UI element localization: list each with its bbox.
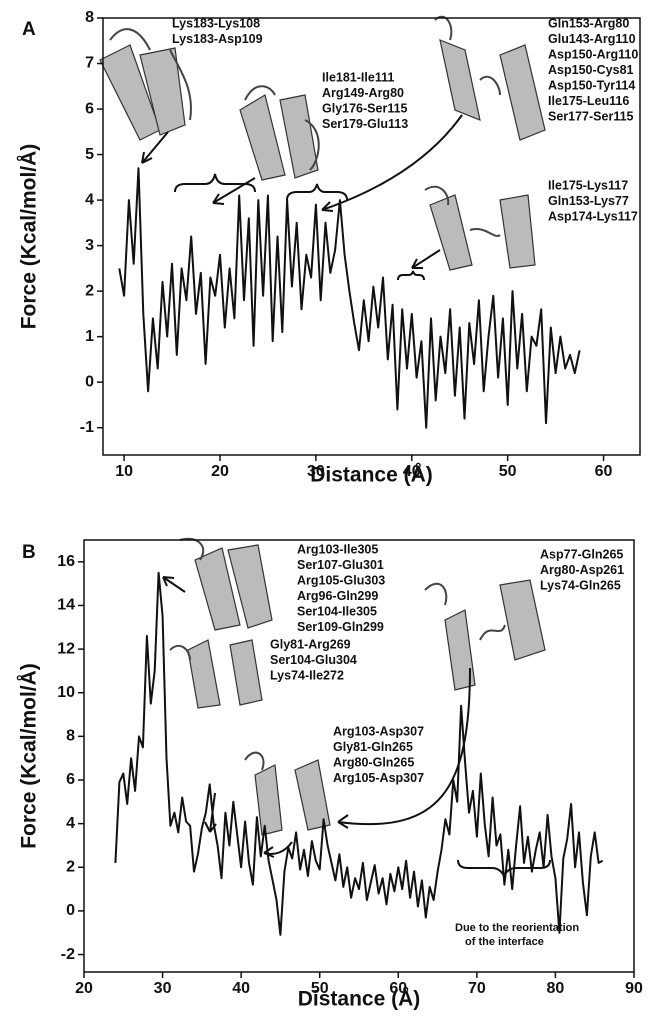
y-tick-label: 10 bbox=[57, 684, 75, 701]
interaction-label: Arg105-Glu303 bbox=[297, 573, 385, 587]
interaction-label: Ser104-Glu304 bbox=[270, 653, 357, 667]
interaction-label: Arg105-Asp307 bbox=[333, 771, 424, 785]
x-tick-label: 30 bbox=[307, 463, 325, 480]
interaction-label: Gln153-Lys77 bbox=[548, 194, 629, 208]
plot-frame bbox=[83, 539, 635, 973]
protein-structure bbox=[244, 751, 331, 836]
y-axis-title: Force (Kcal/mol/Å) bbox=[17, 663, 41, 849]
protein-structure bbox=[424, 185, 536, 271]
y-tick-label: 7 bbox=[85, 55, 94, 72]
interaction-label: Lys183-Asp109 bbox=[172, 32, 263, 46]
x-tick-label: 70 bbox=[468, 980, 486, 997]
x-tick-label: 10 bbox=[115, 463, 133, 480]
protein-structure bbox=[179, 537, 273, 631]
brace bbox=[397, 270, 425, 281]
x-tick-label: 20 bbox=[75, 980, 93, 997]
y-tick-label: 0 bbox=[85, 373, 94, 390]
y-tick-label: 6 bbox=[85, 100, 94, 117]
x-tick-label: 40 bbox=[232, 980, 250, 997]
y-tick-label: 14 bbox=[57, 597, 75, 614]
y-tick-label: 3 bbox=[85, 237, 94, 254]
x-tick-label: 80 bbox=[547, 980, 565, 997]
y-tick-label: 4 bbox=[66, 815, 75, 832]
protein-structure bbox=[434, 15, 546, 141]
y-tick-label: -1 bbox=[80, 419, 94, 436]
note: Due to the reorientation bbox=[455, 922, 579, 934]
interaction-label: Ile175-Leu116 bbox=[548, 94, 629, 108]
interaction-label: Gly81-Arg269 bbox=[270, 637, 351, 651]
x-axis-title: Distance (Å) bbox=[298, 987, 421, 1011]
interaction-label: Ser109-Gln299 bbox=[297, 620, 384, 634]
x-tick-label: 60 bbox=[595, 463, 613, 480]
y-tick-label: 1 bbox=[85, 328, 94, 345]
interaction-label: Arg80-Gln265 bbox=[333, 755, 414, 769]
interaction-label: Asp150-Cys81 bbox=[548, 63, 634, 77]
note: of the interface bbox=[465, 936, 544, 948]
interaction-label: Arg103-Asp307 bbox=[333, 724, 424, 738]
interaction-label: Arg96-Gln299 bbox=[297, 589, 378, 603]
interaction-label: Ser104-Ile305 bbox=[297, 604, 377, 618]
protein-structure bbox=[169, 639, 263, 709]
arrow bbox=[321, 114, 463, 212]
x-axis-title: Distance (Å) bbox=[310, 463, 433, 487]
y-tick-label: 12 bbox=[57, 640, 75, 657]
arrow bbox=[162, 576, 186, 593]
y-tick-label: -2 bbox=[61, 946, 75, 963]
x-tick-label: 90 bbox=[625, 980, 643, 997]
interaction-label: Lys183-Lys108 bbox=[172, 16, 260, 30]
interaction-label: Lys74-Gln265 bbox=[540, 578, 621, 592]
interaction-label: Ile181-Ile111 bbox=[322, 70, 394, 84]
y-tick-label: 5 bbox=[85, 146, 94, 163]
y-axis-title: Force (Kcal/mol/Å) bbox=[17, 144, 41, 330]
arrow bbox=[411, 249, 441, 269]
force-curve bbox=[114, 571, 604, 936]
x-tick-label: 50 bbox=[499, 463, 517, 480]
interaction-label: Glu143-Arg110 bbox=[548, 32, 636, 46]
interaction-label: Asp174-Lys117 bbox=[548, 209, 638, 223]
interaction-label: Ser107-Glu301 bbox=[297, 558, 384, 572]
y-tick-label: 4 bbox=[85, 191, 94, 208]
y-tick-label: 8 bbox=[85, 9, 94, 26]
x-tick-label: 50 bbox=[311, 980, 329, 997]
x-tick-label: 30 bbox=[154, 980, 172, 997]
interaction-label: Gly176-Ser115 bbox=[322, 101, 408, 115]
interaction-label: Ser177-Ser115 bbox=[548, 109, 634, 123]
protein-structure bbox=[424, 579, 546, 691]
interaction-label: Arg149-Arg80 bbox=[322, 86, 404, 100]
panel-label: B bbox=[22, 542, 36, 563]
panel-label: A bbox=[22, 19, 36, 40]
y-tick-label: 2 bbox=[85, 282, 94, 299]
protein-structure bbox=[99, 28, 192, 141]
y-tick-label: 16 bbox=[57, 553, 75, 570]
interaction-label: Arg103-Ile305 bbox=[297, 542, 378, 556]
interaction-label: Asp150-Arg110 bbox=[548, 47, 638, 61]
arrow bbox=[263, 841, 293, 858]
brace bbox=[286, 183, 348, 201]
plot-frame bbox=[102, 17, 641, 456]
decorations bbox=[99, 15, 551, 879]
interaction-label: Ser179-Glu113 bbox=[322, 117, 408, 131]
x-tick-label: 60 bbox=[389, 980, 407, 997]
interaction-label: Asp150-Tyr114 bbox=[548, 78, 635, 92]
protein-structure bbox=[239, 85, 320, 181]
y-tick-label: 2 bbox=[66, 858, 75, 875]
interaction-label: Asp77-Gln265 bbox=[540, 547, 623, 561]
y-tick-label: 8 bbox=[66, 728, 75, 745]
interaction-label: Gln153-Arg80 bbox=[548, 16, 629, 30]
interaction-label: Lys74-Ile272 bbox=[270, 668, 344, 682]
y-tick-label: 0 bbox=[66, 902, 75, 919]
y-tick-label: 6 bbox=[66, 771, 75, 788]
arrow bbox=[337, 667, 471, 829]
interaction-label: Arg80-Asp261 bbox=[540, 563, 624, 577]
x-tick-label: 20 bbox=[211, 463, 229, 480]
arrow bbox=[141, 131, 169, 164]
interaction-label: Ile175-Lys117 bbox=[548, 178, 628, 192]
brace bbox=[174, 173, 256, 193]
interaction-label: Gly81-Gln265 bbox=[333, 740, 413, 754]
force-curve bbox=[118, 167, 581, 429]
x-tick-label: 40 bbox=[403, 463, 421, 480]
arrow bbox=[212, 177, 256, 205]
